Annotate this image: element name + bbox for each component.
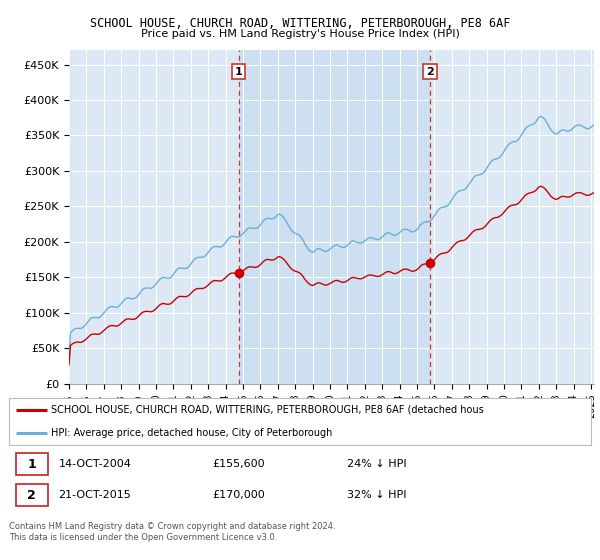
Text: SCHOOL HOUSE, CHURCH ROAD, WITTERING, PETERBOROUGH, PE8 6AF (detached hous: SCHOOL HOUSE, CHURCH ROAD, WITTERING, PE… [51, 404, 484, 414]
Text: 24% ↓ HPI: 24% ↓ HPI [347, 459, 406, 469]
Text: 2: 2 [28, 488, 36, 502]
Text: £155,600: £155,600 [212, 459, 265, 469]
Text: 1: 1 [235, 67, 242, 77]
Bar [16, 453, 48, 475]
Text: Price paid vs. HM Land Registry's House Price Index (HPI): Price paid vs. HM Land Registry's House … [140, 29, 460, 39]
Text: 2: 2 [426, 67, 434, 77]
Text: £170,000: £170,000 [212, 490, 265, 500]
Text: 21-OCT-2015: 21-OCT-2015 [58, 490, 131, 500]
Text: HPI: Average price, detached house, City of Peterborough: HPI: Average price, detached house, City… [51, 428, 332, 438]
Text: Contains HM Land Registry data © Crown copyright and database right 2024.: Contains HM Land Registry data © Crown c… [9, 522, 335, 531]
Text: 32% ↓ HPI: 32% ↓ HPI [347, 490, 406, 500]
Text: This data is licensed under the Open Government Licence v3.0.: This data is licensed under the Open Gov… [9, 533, 277, 542]
Bar [16, 484, 48, 506]
Text: 1: 1 [28, 458, 36, 470]
Bar [239, 50, 430, 384]
Text: 14-OCT-2004: 14-OCT-2004 [58, 459, 131, 469]
Text: SCHOOL HOUSE, CHURCH ROAD, WITTERING, PETERBOROUGH, PE8 6AF: SCHOOL HOUSE, CHURCH ROAD, WITTERING, PE… [90, 17, 510, 30]
